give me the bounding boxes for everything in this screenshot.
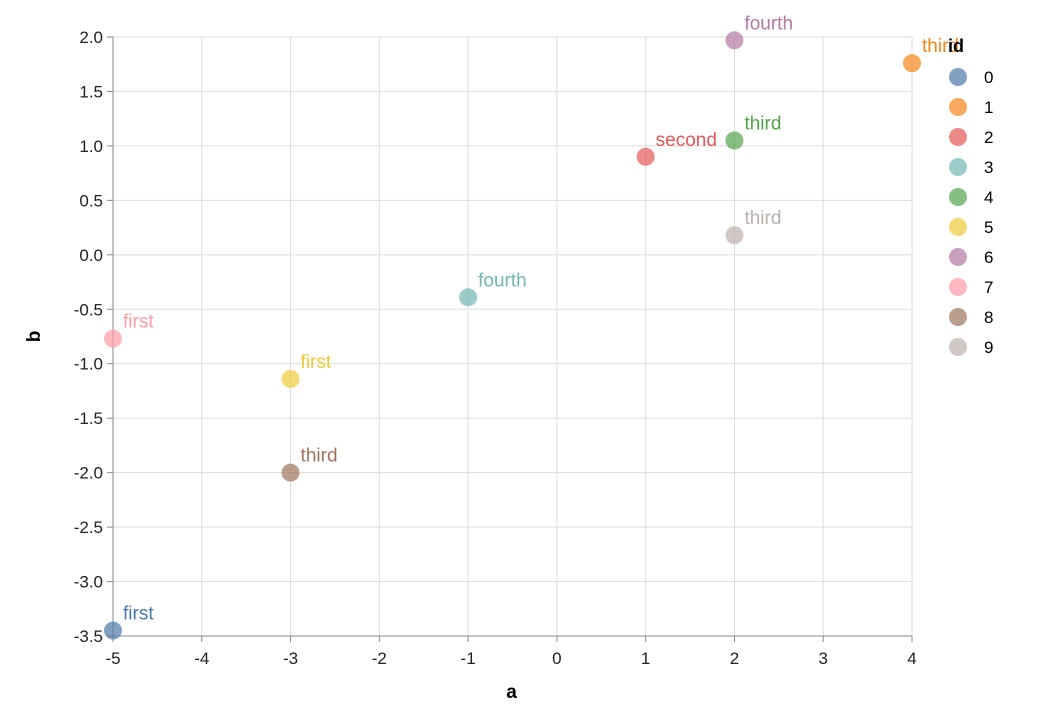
y-tick-label: -1.5 (74, 409, 103, 428)
x-tick-label: 3 (818, 649, 827, 668)
x-tick-label: -3 (283, 649, 298, 668)
legend-symbol-8 (949, 308, 967, 326)
y-tick-label: 0.5 (79, 191, 103, 210)
data-point-5 (281, 369, 300, 388)
y-tick-label: 0.0 (79, 246, 103, 265)
y-tick-label: 1.5 (79, 82, 103, 101)
x-tick-label: 0 (552, 649, 561, 668)
x-tick-label: 4 (907, 649, 916, 668)
y-tick-label: -2.0 (74, 464, 103, 483)
point-label-8: third (301, 446, 338, 467)
point-label-5: first (301, 352, 332, 373)
point-label-0: first (123, 604, 154, 625)
point-label-2: second (656, 130, 717, 151)
x-axis-title: a (506, 682, 517, 703)
grid (112, 36, 913, 637)
data-point-6 (725, 31, 744, 50)
x-tick-label: 2 (730, 649, 739, 668)
data-point-0 (104, 621, 122, 640)
legend-label-1: 1 (984, 98, 993, 117)
data-point-3 (459, 288, 478, 307)
x-tick-label: -4 (194, 649, 209, 668)
x-tick-label: -1 (461, 649, 476, 668)
point-label-4: third (744, 113, 781, 134)
x-tick-label: -2 (372, 649, 387, 668)
axes: -5 -4 -3 -2 -1 0 1 2 3 4 2.0 1.5 1.0 0.5 0.0 -0.5 -1.0 -1… (24, 28, 917, 703)
legend-label-0: 0 (984, 68, 993, 87)
legend-symbol-0 (949, 68, 967, 86)
y-axis-title: b (24, 331, 45, 343)
data-point-9 (725, 226, 744, 245)
data-points (104, 31, 921, 640)
legend-symbol-6 (949, 248, 967, 266)
data-point-4 (725, 131, 744, 150)
legend: 0 1 2 3 4 5 6 7 8 9 id (948, 36, 993, 357)
point-label-9: third (744, 208, 781, 229)
y-tick-label: -1.0 (74, 355, 103, 374)
y-tick-label: 1.0 (79, 137, 103, 156)
legend-label-3: 3 (984, 158, 993, 177)
legend-title: id (948, 36, 964, 56)
point-label-3: fourth (478, 270, 527, 291)
legend-label-5: 5 (984, 218, 993, 237)
legend-label-4: 4 (984, 188, 993, 207)
legend-symbol-3 (949, 158, 967, 176)
y-tick-label: -3.0 (74, 573, 103, 592)
y-tick-label: -2.5 (74, 518, 103, 537)
legend-symbol-2 (949, 128, 967, 146)
x-tick-label: 1 (641, 649, 650, 668)
point-label-7: first (123, 312, 154, 333)
x-tick-label: -5 (105, 649, 120, 668)
data-point-8 (281, 463, 300, 482)
legend-label-7: 7 (984, 278, 993, 297)
y-tick-label: 2.0 (79, 28, 103, 47)
data-point-2 (636, 147, 655, 166)
legend-label-8: 8 (984, 308, 993, 327)
legend-label-2: 2 (984, 128, 993, 147)
point-labels: first third second fourth third first fourth fi… (123, 13, 959, 624)
y-tick-label: -0.5 (74, 300, 103, 319)
point-label-6: fourth (744, 13, 793, 34)
data-point-1 (903, 54, 921, 73)
legend-label-9: 9 (984, 338, 993, 357)
data-point-7 (104, 329, 122, 348)
legend-symbol-9 (949, 338, 967, 356)
legend-symbol-4 (949, 188, 967, 206)
legend-label-6: 6 (984, 248, 993, 267)
legend-symbol-5 (949, 218, 967, 236)
legend-symbol-1 (949, 98, 967, 116)
y-tick-label: -3.5 (74, 627, 103, 646)
legend-symbol-7 (949, 278, 967, 296)
point-label-1: third (922, 36, 959, 57)
